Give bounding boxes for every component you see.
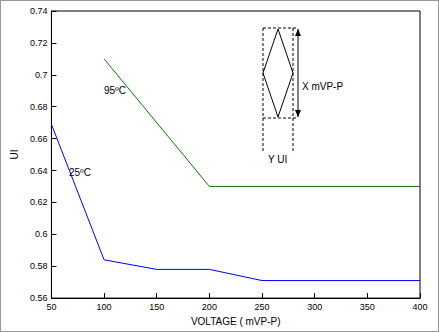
svg-text:300: 300 (307, 302, 322, 312)
svg-text:0.56: 0.56 (30, 293, 48, 303)
svg-text:350: 350 (360, 302, 375, 312)
svg-text:0.66: 0.66 (30, 134, 48, 144)
svg-text:250: 250 (255, 302, 270, 312)
svg-text:UI: UI (9, 150, 20, 160)
svg-text:X mVP-P: X mVP-P (302, 81, 343, 92)
svg-text:200: 200 (202, 302, 217, 312)
svg-text:50: 50 (46, 302, 56, 312)
svg-text:0.64: 0.64 (30, 166, 48, 176)
svg-text:0.68: 0.68 (30, 102, 48, 112)
svg-text:95ºC: 95ºC (104, 85, 126, 96)
svg-text:0.72: 0.72 (30, 38, 48, 48)
svg-text:0.62: 0.62 (30, 197, 48, 207)
svg-text:0.74: 0.74 (30, 6, 48, 16)
svg-text:100: 100 (97, 302, 112, 312)
svg-text:400: 400 (412, 302, 427, 312)
svg-text:0.7: 0.7 (35, 70, 48, 80)
svg-text:25ºC: 25ºC (69, 167, 91, 178)
svg-text:Y UI: Y UI (268, 154, 287, 165)
svg-text:VOLTAGE ( mVP-P): VOLTAGE ( mVP-P) (191, 316, 281, 327)
svg-text:0.6: 0.6 (35, 229, 48, 239)
svg-text:0.58: 0.58 (30, 261, 48, 271)
svg-text:150: 150 (149, 302, 164, 312)
